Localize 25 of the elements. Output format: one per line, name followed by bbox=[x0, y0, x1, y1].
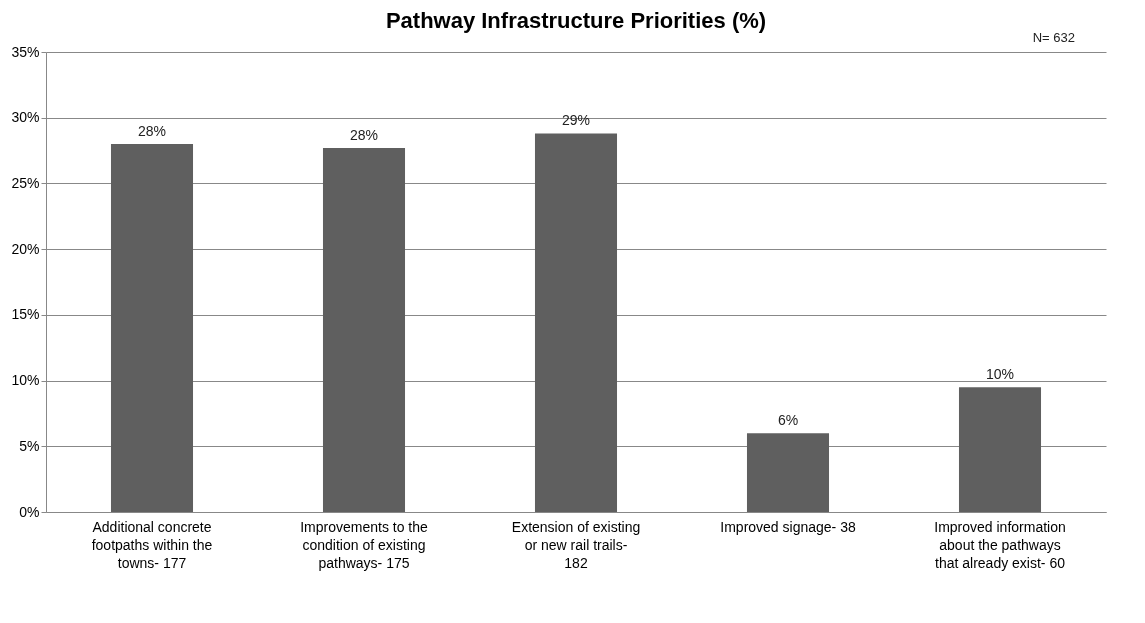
y-tick-label: 30% bbox=[11, 109, 40, 126]
chart-title: Pathway Infrastructure Priorities (%) bbox=[385, 8, 767, 33]
text: N= 632 bbox=[1032, 30, 1075, 45]
y-tick-label: 10% bbox=[11, 372, 40, 389]
bar bbox=[958, 387, 1042, 512]
y-tick-label: 25% bbox=[11, 174, 40, 191]
y-tick-label: 0% bbox=[19, 503, 40, 520]
bar bbox=[110, 144, 194, 512]
bar bbox=[322, 147, 406, 512]
x-tick-label: Improved information about the pathways that already exist- 60 bbox=[934, 518, 1066, 571]
bar bbox=[746, 433, 830, 512]
data-label: 29% bbox=[561, 112, 591, 129]
y-tick-label: 20% bbox=[11, 240, 40, 257]
y-tick-label: 15% bbox=[11, 306, 40, 323]
data-label: 10% bbox=[985, 366, 1015, 383]
y-tick-label: 35% bbox=[11, 43, 40, 60]
x-tick-label: Extension of existing or new rail trails- 182 bbox=[511, 518, 641, 571]
data-label: 28% bbox=[137, 123, 167, 139]
bar bbox=[534, 133, 618, 512]
data-label: 28% bbox=[349, 126, 379, 143]
data-label: 6% bbox=[777, 412, 799, 429]
x-tick-label: Additional concrete footpaths within the towns- 177 bbox=[91, 518, 213, 571]
x-tick-label: Improved signage- 38 bbox=[720, 518, 856, 535]
x-tick-label: Improvements to the condition of existing pathways- 175 bbox=[300, 518, 429, 571]
y-tick-label: 5% bbox=[19, 437, 40, 454]
